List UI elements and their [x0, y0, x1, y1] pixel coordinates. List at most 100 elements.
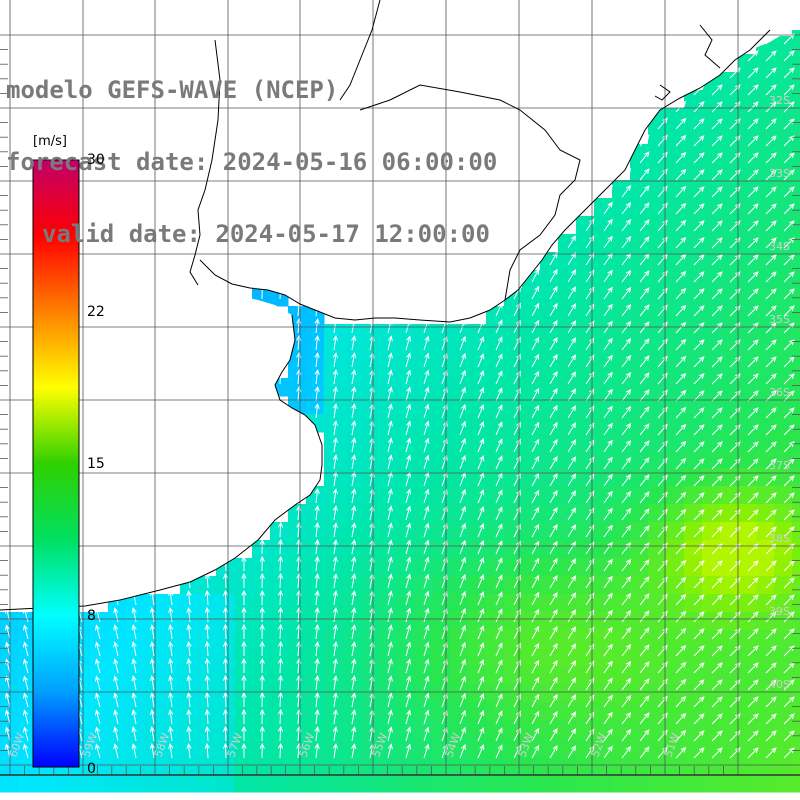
- field-cell: [540, 360, 559, 379]
- field-cell: [342, 522, 361, 541]
- field-cell: [792, 378, 800, 397]
- wind-arrow: [351, 675, 357, 691]
- wind-arrow: [711, 560, 723, 572]
- field-cell: [324, 666, 343, 685]
- wind-arrow: [765, 492, 777, 504]
- field-cell: [594, 720, 613, 739]
- field-cell: [432, 486, 451, 505]
- field-cell: [504, 324, 523, 343]
- field-cell: [792, 468, 800, 487]
- field-cell: [162, 666, 181, 685]
- wind-arrow: [585, 524, 595, 538]
- field-cell: [738, 486, 757, 505]
- field-cell: [414, 450, 433, 469]
- field-cell: [630, 648, 649, 667]
- field-cell: [18, 648, 37, 667]
- wind-arrow: [585, 388, 595, 402]
- field-cell: [558, 270, 577, 289]
- wind-arrow: [567, 235, 577, 249]
- field-cell: [702, 432, 721, 451]
- wind-arrow: [693, 628, 705, 640]
- field-cell: [396, 648, 415, 667]
- field-cell: [504, 540, 523, 559]
- field-cell: [18, 630, 37, 649]
- wind-arrow: [314, 521, 320, 538]
- field-cell: [612, 540, 631, 559]
- field-cell: [702, 414, 721, 433]
- field-cell: [360, 738, 379, 757]
- field-cell: [774, 738, 793, 757]
- field-cell: [792, 144, 800, 163]
- field-cell: [558, 414, 577, 433]
- wind-arrow: [531, 438, 540, 453]
- field-cell: [576, 558, 595, 577]
- wind-arrow: [711, 475, 723, 487]
- field-cell: [378, 504, 397, 523]
- wind-arrow: [783, 373, 795, 385]
- wind-arrow: [567, 354, 577, 368]
- wind-arrow: [693, 475, 705, 487]
- wind-arrow: [495, 557, 503, 572]
- wind-arrow: [477, 676, 485, 691]
- field-cell: [144, 702, 163, 721]
- field-cell: [666, 378, 685, 397]
- field-cell: [486, 594, 505, 613]
- field-cell: [414, 630, 433, 649]
- field-cell: [576, 342, 595, 361]
- wind-arrow: [693, 509, 705, 521]
- wind-arrow: [783, 220, 795, 232]
- wind-arrow: [351, 403, 357, 419]
- field-cell: [288, 666, 307, 685]
- wind-arrow: [477, 370, 485, 385]
- wind-arrow: [567, 303, 577, 317]
- field-cell: [144, 630, 163, 649]
- wind-arrow: [765, 101, 777, 113]
- wind-arrow: [585, 218, 595, 232]
- field-cell: [414, 612, 433, 631]
- wind-arrow: [495, 727, 503, 742]
- field-cell: [324, 342, 343, 361]
- field-cell: [756, 486, 775, 505]
- field-cell: [594, 540, 613, 559]
- wind-arrow: [765, 135, 777, 147]
- field-cell: [360, 702, 379, 721]
- field-cell: [396, 702, 415, 721]
- field-cell: [684, 234, 703, 253]
- wind-arrow: [351, 369, 357, 385]
- wind-arrow: [531, 676, 540, 691]
- field-cell: [594, 486, 613, 505]
- wind-arrow: [113, 658, 119, 674]
- field-cell: [756, 594, 775, 613]
- wind-arrow: [351, 607, 357, 623]
- wind-arrow: [168, 742, 174, 759]
- wind-arrow: [711, 577, 723, 589]
- wind-arrow: [711, 339, 723, 351]
- wind-arrow: [405, 726, 412, 742]
- field-cell: [522, 558, 541, 577]
- field-cell: [702, 576, 721, 595]
- field-cell: [432, 450, 451, 469]
- field-cell: [468, 432, 487, 451]
- wind-arrow: [711, 628, 723, 640]
- wind-arrow: [657, 593, 668, 606]
- wind-arrow: [495, 421, 503, 436]
- field-cell: [252, 540, 271, 559]
- field-cell: [756, 450, 775, 469]
- wind-arrow: [387, 624, 393, 640]
- field-cell: [684, 504, 703, 523]
- field-cell: [612, 468, 631, 487]
- field-cell: [648, 486, 667, 505]
- wind-arrow: [765, 441, 777, 453]
- field-cell: [360, 450, 379, 469]
- field-cell: [792, 504, 800, 523]
- wind-arrow: [621, 592, 632, 606]
- field-cell: [432, 432, 451, 451]
- wind-arrow: [495, 591, 503, 606]
- wind-arrow: [675, 389, 687, 402]
- field-cell: [162, 648, 181, 667]
- wind-arrow: [567, 286, 577, 300]
- field-cell: [774, 306, 793, 325]
- wind-arrow: [639, 423, 650, 436]
- wind-arrow: [405, 522, 412, 538]
